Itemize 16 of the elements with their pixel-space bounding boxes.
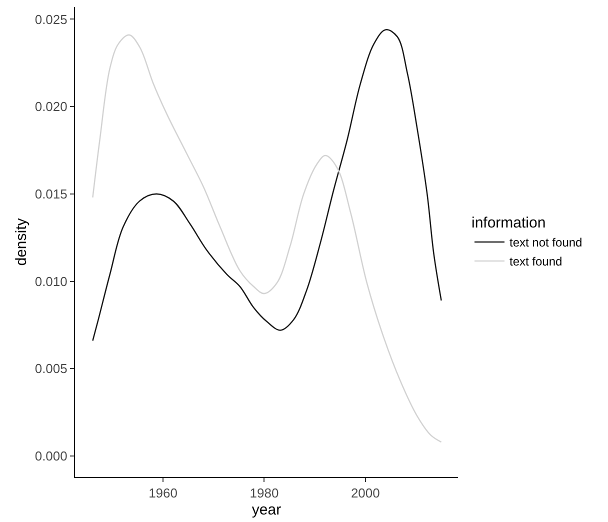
line-series: [92, 34, 442, 443]
line-series: [92, 29, 442, 342]
y-axis-title: density: [13, 218, 30, 266]
x-tick-label: 1960: [148, 486, 178, 501]
legend-title: information: [471, 214, 546, 232]
y-tick-label: 0.010: [34, 274, 68, 289]
y-tick-label: 0.020: [34, 99, 68, 114]
legend-label: text not found: [509, 236, 582, 250]
legend-label: text found: [509, 254, 562, 269]
x-tick-label: 2000: [350, 486, 380, 501]
x-tick-label: 1980: [250, 486, 279, 501]
y-tick-label: 0.000: [34, 448, 68, 464]
y-tick-label: 0.025: [34, 12, 68, 27]
y-tick-label: 0.015: [34, 186, 68, 202]
y-tick-label: 0.005: [34, 361, 68, 376]
x-axis-title: year: [252, 502, 282, 519]
